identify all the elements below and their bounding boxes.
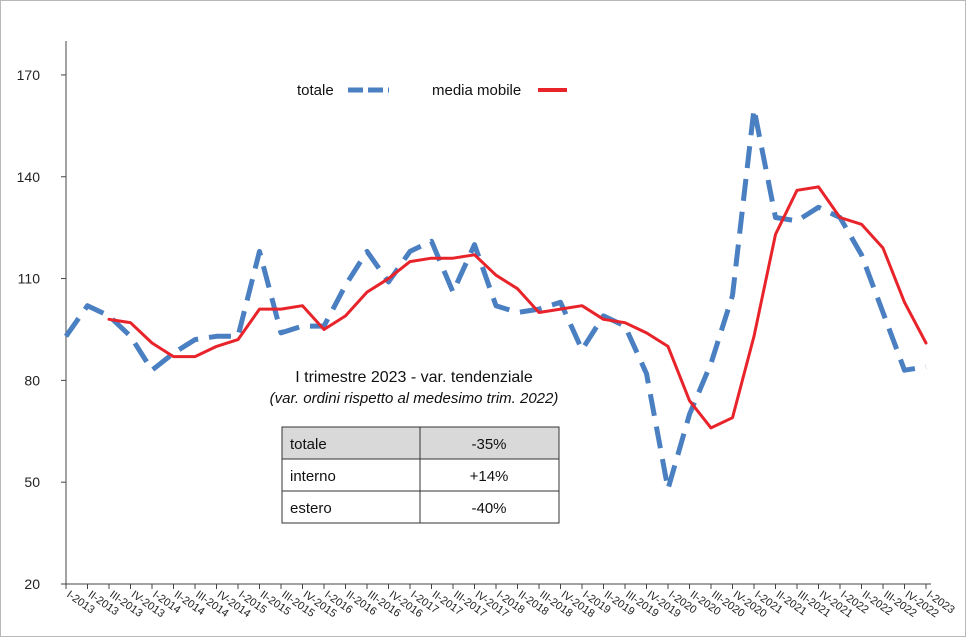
legend: totale media mobile — [297, 82, 567, 99]
summary-table: totale -35% interno +14% estero -40% — [281, 426, 560, 524]
annotation-subtitle: (var. ordini rispetto al medesimo trim. … — [270, 390, 559, 407]
table-cell-label: totale — [290, 436, 327, 453]
legend-label-media-mobile: media mobile — [432, 82, 521, 99]
y-tick-label: 170 — [17, 67, 41, 83]
y-tick-label: 50 — [24, 474, 40, 490]
y-tick-label: 140 — [17, 169, 41, 185]
table-cell-label: interno — [290, 468, 336, 485]
table-cell-label: estero — [290, 500, 332, 517]
y-tick-label: 80 — [24, 372, 40, 388]
annotation-title: I trimestre 2023 - var. tendenziale — [295, 369, 533, 386]
series-layer — [63, 106, 928, 492]
table-cell-value: -40% — [471, 500, 506, 517]
y-axis-ticks: 20 50 80 110 140 170 — [17, 67, 66, 592]
legend-label-totale: totale — [297, 82, 334, 99]
y-tick-label: 110 — [18, 271, 41, 287]
table-cell-value: +14% — [470, 468, 509, 485]
x-axis-ticks: I-2013II-2013III-2013IV-2013I-2014II-201… — [64, 584, 957, 620]
table-cell-value: -35% — [471, 436, 506, 453]
series-line-media-mobile — [107, 185, 928, 430]
y-tick-label: 20 — [24, 576, 40, 592]
